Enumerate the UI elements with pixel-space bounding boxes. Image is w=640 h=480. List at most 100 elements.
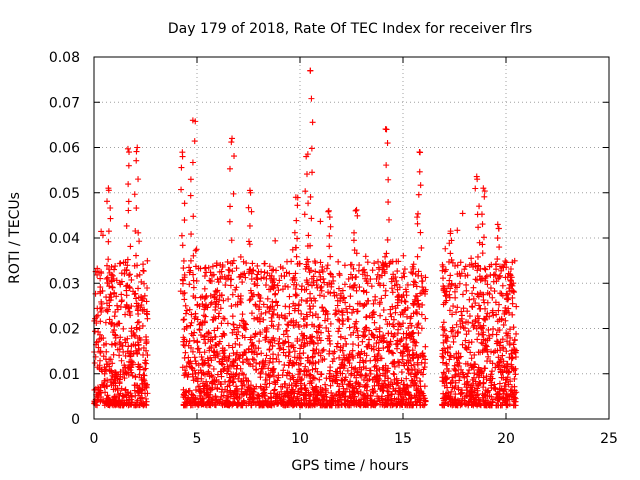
x-axis-label: GPS time / hours (291, 458, 408, 474)
data-point (193, 246, 200, 253)
data-point (361, 333, 368, 340)
data-point (324, 262, 331, 269)
data-point (104, 262, 111, 269)
data-point (394, 286, 401, 293)
data-point (226, 218, 233, 225)
data-point (202, 313, 209, 320)
data-point (249, 356, 256, 363)
data-point (103, 275, 110, 282)
data-point (294, 235, 301, 242)
data-point (447, 272, 454, 279)
data-point (472, 276, 479, 283)
data-point (98, 381, 105, 388)
data-point (394, 330, 401, 337)
data-point (143, 384, 150, 391)
data-point (346, 324, 353, 331)
data-point (187, 176, 194, 183)
data-point (178, 164, 185, 171)
data-point (339, 317, 346, 324)
data-point (422, 315, 429, 322)
data-point (416, 378, 423, 385)
data-point (298, 389, 305, 396)
data-point (401, 266, 408, 273)
data-point (462, 263, 469, 270)
y-tick-label: 0.05 (49, 186, 80, 202)
data-point (371, 260, 378, 267)
data-point (142, 365, 149, 372)
data-point (336, 325, 343, 332)
data-point (499, 282, 506, 289)
data-point (310, 273, 317, 280)
data-point (105, 238, 112, 245)
data-point (479, 250, 486, 257)
data-point (183, 363, 190, 370)
data-point (143, 298, 150, 305)
data-point (484, 358, 491, 365)
data-point (477, 305, 484, 312)
data-point (307, 193, 314, 200)
data-point (285, 322, 292, 329)
data-point (114, 375, 121, 382)
data-point (227, 203, 234, 210)
data-point (256, 298, 263, 305)
data-point (496, 244, 503, 251)
data-point (493, 331, 500, 338)
data-point (108, 399, 115, 406)
data-point (136, 325, 143, 332)
data-point (478, 211, 485, 218)
data-point (302, 265, 309, 272)
data-point (118, 298, 125, 305)
data-point (335, 316, 342, 323)
chart-title: Day 179 of 2018, Rate Of TEC Index for r… (168, 21, 532, 37)
data-point (132, 374, 139, 381)
data-point (180, 265, 187, 272)
data-point (316, 376, 323, 383)
data-point (323, 324, 330, 331)
data-point (355, 332, 362, 339)
data-point (100, 342, 107, 348)
data-point (267, 390, 274, 397)
data-point (139, 386, 146, 393)
data-point (144, 257, 151, 264)
data-point (136, 389, 143, 396)
data-point (421, 383, 428, 390)
data-point (122, 311, 129, 318)
data-point (108, 294, 115, 301)
data-point (402, 298, 409, 305)
data-point (125, 162, 132, 169)
data-point (144, 390, 151, 397)
data-point (91, 399, 98, 406)
data-point (286, 303, 293, 310)
data-point (129, 372, 136, 379)
data-point (123, 222, 130, 229)
data-point (417, 182, 424, 189)
data-point (91, 328, 98, 335)
data-point (264, 295, 271, 302)
data-point (200, 312, 207, 319)
x-tick-label: 20 (497, 431, 515, 447)
data-point (231, 153, 238, 160)
data-point (178, 232, 185, 239)
data-point (274, 282, 281, 289)
data-point (246, 222, 253, 229)
data-point (344, 315, 351, 322)
data-point (327, 223, 334, 230)
data-point (192, 310, 199, 317)
data-point (485, 326, 492, 333)
data-point (262, 309, 269, 316)
data-point (228, 303, 235, 310)
data-point (134, 144, 141, 151)
data-point (97, 275, 104, 282)
data-point (295, 388, 302, 395)
data-point (182, 310, 189, 317)
data-point (100, 335, 107, 342)
data-point (111, 394, 118, 401)
data-point (275, 351, 282, 358)
data-point (144, 352, 151, 359)
data-point (96, 362, 103, 369)
data-point (345, 276, 352, 283)
data-point (191, 354, 198, 361)
data-point (315, 329, 322, 336)
data-point (295, 301, 302, 308)
